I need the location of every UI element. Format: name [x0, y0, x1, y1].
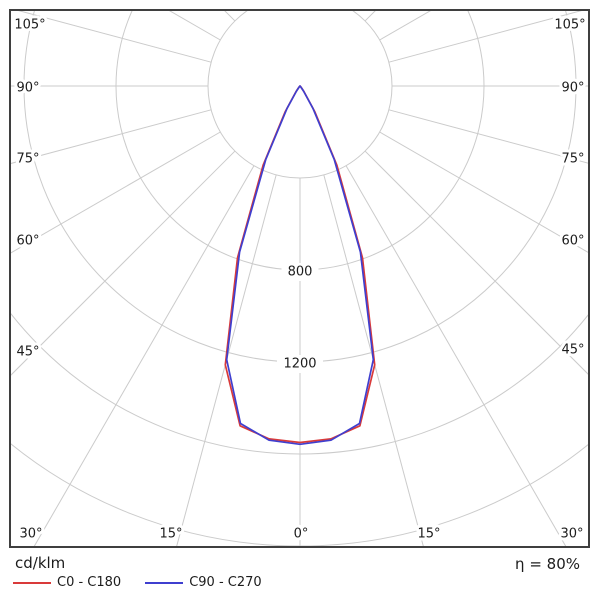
grid-spoke-45: [11, 150, 236, 376]
angle-label: 15°: [417, 527, 440, 542]
angle-label: 90°: [561, 81, 584, 96]
angle-label: 75°: [16, 152, 39, 167]
angle-label: 105°: [554, 18, 585, 33]
angle-label: 75°: [561, 152, 584, 167]
angle-label: 15°: [159, 527, 182, 542]
angle-label: 90°: [16, 81, 39, 96]
grid-spoke-30: [33, 165, 255, 546]
angle-label: 60°: [16, 234, 39, 249]
efficiency-label: η = 80%: [515, 555, 580, 573]
grid-spoke-60: [11, 131, 221, 254]
grid-spoke-15: [323, 174, 424, 546]
angle-label: 45°: [561, 343, 584, 358]
angle-label: 30°: [560, 527, 583, 542]
grid-spoke-15: [176, 174, 277, 546]
curves-group: [224, 85, 376, 446]
legend-line-c90-c270-icon: [145, 581, 184, 584]
ring-value-label: 1200: [283, 357, 316, 372]
angle-label: 105°: [14, 18, 45, 33]
grid-spoke-105: [18, 11, 212, 63]
grid-spoke-75: [388, 109, 588, 164]
angle-label: 45°: [16, 345, 39, 360]
plot-frame: [9, 9, 590, 548]
grid-spoke-60: [379, 131, 588, 253]
legend-label-c0-c180: C0 - C180: [57, 575, 122, 590]
grid-spoke-45: [364, 150, 588, 375]
ring-value-label: 800: [288, 265, 313, 280]
grid-spoke-75: [11, 109, 212, 164]
legend-label-c90-c270: C90 - C270: [189, 575, 262, 590]
grid-spoke-105: [388, 11, 582, 63]
legend: C0 - C180 C90 - C270: [13, 575, 262, 590]
angle-label: 60°: [561, 234, 584, 249]
legend-line-c0-c180-icon: [13, 581, 51, 584]
grid-spoke-30: [345, 165, 567, 546]
units-label: cd/klm: [15, 554, 66, 572]
legend-item-c90-c270: C90 - C270: [145, 575, 262, 590]
legend-item-c0-c180: C0 - C180: [13, 575, 121, 590]
curve-c90-c270: [225, 85, 375, 446]
ring-label-bg: [281, 263, 319, 281]
ring-label-bg: [277, 355, 323, 373]
angle-label: 30°: [19, 527, 42, 542]
angle-label: 0°: [294, 527, 309, 542]
